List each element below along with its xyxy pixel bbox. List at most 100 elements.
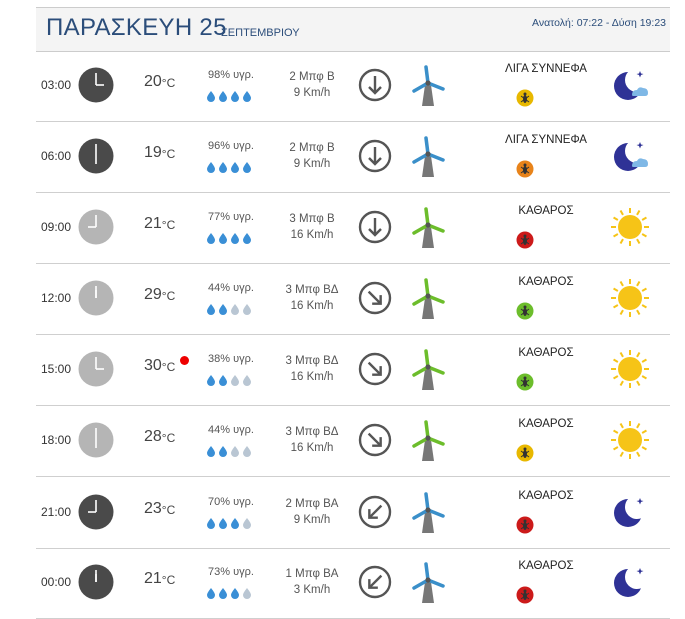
humidity-drops-icon [207,302,257,320]
clock-icon [78,422,114,463]
wind-beaufort: 2 Μπφ ΒΑ [285,498,339,510]
humidity: 98% υγρ. [208,69,254,81]
row-time: 12:00 [41,291,72,305]
temperature-unit: °C [161,573,176,587]
clock-icon [78,209,114,250]
humidity-drops-icon [207,373,257,391]
temperature-unit: °C [161,360,176,374]
wind-direction-arrow-icon [358,139,392,178]
temperature: 21°C [144,215,175,233]
humidity: 73% υγρ. [208,566,254,578]
wind-beaufort: 3 Μπφ Β [289,213,335,225]
mosquito-index-icon [516,516,534,539]
wind-speed: 9 Km/h [293,514,331,526]
sun-icon [610,420,650,465]
row-time: 03:00 [41,78,72,92]
wind-beaufort: 2 Μπφ Β [289,142,335,154]
humidity: 96% υγρ. [208,140,254,152]
temperature-value: 30 [144,357,162,374]
humidity-drops-icon [207,89,257,107]
wind-direction-arrow-icon [358,352,392,391]
mosquito-index-icon [516,160,534,183]
temperature: 29°C [144,286,175,304]
temperature-unit: °C [161,503,176,517]
wind-speed: 9 Km/h [293,158,331,170]
temperature-value: 21 [144,215,162,232]
temperature-value: 21 [144,570,162,587]
temperature-value: 29 [144,286,162,303]
clock-icon [78,67,114,108]
clock-icon [78,494,114,535]
wind-info: 3 Μπφ ΒΔ 16 Km/h [272,353,352,385]
windmill-icon [410,278,446,325]
humidity-drops-icon [207,160,257,178]
wind-direction-arrow-icon [358,495,392,534]
month-label: ΣΕΠΤΕΜΒΡΙΟΥ [221,27,300,39]
moon-cloud-icon [610,136,650,181]
condition-label: ΚΑΘΑΡΟΣ [518,347,574,359]
forecast-row: 15:00 30°C 38% υγρ. 3 Μπφ ΒΔ 16 Km/h ΚΑΘ… [36,335,670,406]
temperature-unit: °C [161,76,176,90]
windmill-icon [410,65,446,112]
sun-icon [610,278,650,323]
wind-info: 2 Μπφ Β 9 Km/h [272,140,352,172]
wind-speed: 16 Km/h [290,371,334,383]
wind-direction-arrow-icon [358,565,392,604]
temperature: 23°C [144,500,175,518]
temperature-value: 20 [144,73,162,90]
wind-direction-arrow-icon [358,281,392,320]
temperature-unit: °C [161,218,176,232]
wind-info: 3 Μπφ Β 16 Km/h [272,211,352,243]
forecast-row: 12:00 29°C 44% υγρ. 3 Μπφ ΒΔ 16 Km/h ΚΑΘ… [36,264,670,335]
humidity: 70% υγρ. [208,496,254,508]
temperature-unit: °C [161,147,176,161]
forecast-row: 06:00 19°C 96% υγρ. 2 Μπφ Β 9 Km/h ΛΙΓΑ … [36,122,670,193]
row-time: 21:00 [41,505,72,519]
temperature: 30°C [144,357,175,375]
wind-info: 2 Μπφ ΒΑ 9 Km/h [272,496,352,528]
humidity-drops-icon [207,586,257,604]
temperature-value: 23 [144,500,162,517]
mosquito-index-icon [516,302,534,325]
condition-label: ΚΑΘΑΡΟΣ [518,560,574,572]
moon-icon [610,562,650,607]
humidity-drops-icon [207,444,257,462]
mosquito-index-icon [516,586,534,609]
forecast-row: 21:00 23°C 70% υγρ. 2 Μπφ ΒΑ 9 Km/h ΚΑΘΑ… [36,478,670,549]
row-time: 09:00 [41,220,72,234]
mosquito-index-icon [516,373,534,396]
temperature-value: 28 [144,428,162,445]
humidity-drops-icon [207,516,257,534]
mosquito-index-icon [516,231,534,254]
wind-speed: 16 Km/h [290,442,334,454]
humidity: 44% υγρ. [208,424,254,436]
sun-icon [610,349,650,394]
mosquito-index-icon [516,89,534,112]
clock-icon [78,564,114,605]
day-title: ΠΑΡΑΣΚΕΥΗ 25 [46,14,227,41]
max-temp-dot [180,356,189,365]
condition-label: ΛΙΓΑ ΣΥΝΝΕΦΑ [505,134,587,146]
wind-info: 1 Μπφ ΒΑ 3 Km/h [272,566,352,598]
condition-label: ΛΙΓΑ ΣΥΝΝΕΦΑ [505,63,587,75]
windmill-icon [410,207,446,254]
clock-icon [78,138,114,179]
wind-direction-arrow-icon [358,210,392,249]
moon-icon [610,492,650,537]
wind-beaufort: 3 Μπφ ΒΔ [285,355,339,367]
humidity: 38% υγρ. [208,353,254,365]
sunrise-sunset: Ανατολή: 07:22 - Δύση 19:23 [532,17,666,29]
windmill-icon [410,349,446,396]
humidity-drops-icon [207,231,257,249]
forecast-row: 09:00 21°C 77% υγρ. 3 Μπφ Β 16 Km/h ΚΑΘΑ… [36,193,670,264]
forecast-row: 00:00 21°C 73% υγρ. 1 Μπφ ΒΑ 3 Km/h ΚΑΘΑ… [36,548,670,619]
wind-info: 3 Μπφ ΒΔ 16 Km/h [272,424,352,456]
windmill-icon [410,136,446,183]
windmill-icon [410,562,446,609]
condition-label: ΚΑΘΑΡΟΣ [518,205,574,217]
temperature-unit: °C [161,431,176,445]
temperature-value: 19 [144,144,162,161]
day-header: ΠΑΡΑΣΚΕΥΗ 25 ΣΕΠΤΕΜΒΡΙΟΥ Ανατολή: 07:22 … [36,7,670,52]
condition-label: ΚΑΘΑΡΟΣ [518,490,574,502]
humidity: 77% υγρ. [208,211,254,223]
